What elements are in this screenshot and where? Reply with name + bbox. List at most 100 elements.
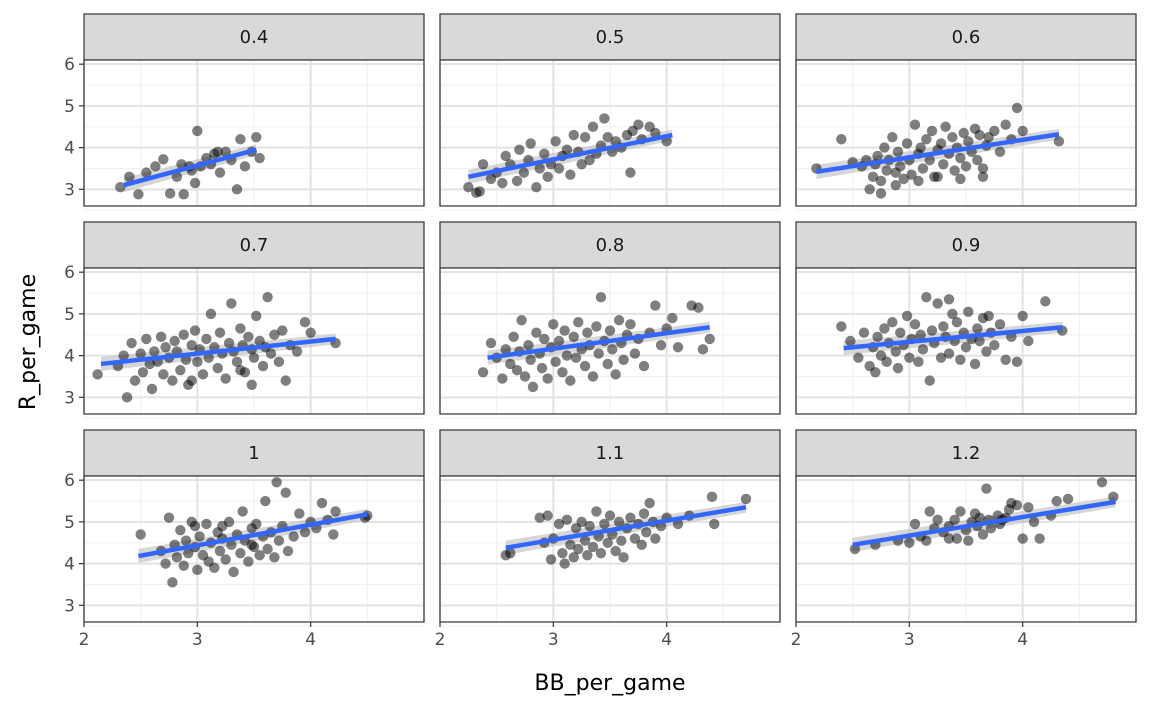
data-point [989,125,1000,137]
data-point [836,321,847,332]
data-point [167,375,178,386]
data-point [269,329,280,340]
data-point [158,369,169,380]
data-point [158,154,169,165]
x-tick-label: 2 [435,630,446,650]
data-point [212,146,223,157]
data-point [879,142,890,153]
data-point [500,150,511,162]
data-point [246,379,257,390]
panel-border [439,59,781,207]
data-point [872,331,883,343]
data-point [607,344,618,355]
facet-panel: 0.7 [83,221,425,419]
data-point [602,537,613,548]
data-point [625,319,636,330]
data-point [226,298,237,309]
data-point [178,560,189,571]
data-point [1000,354,1011,365]
data-point [625,512,636,523]
data-point [277,325,288,336]
data-point [557,547,568,559]
data-point [604,325,616,336]
data-point [141,333,152,345]
data-point [960,342,972,353]
data-point [924,375,935,386]
data-point [947,308,958,320]
data-point [235,134,246,145]
data-point [983,310,994,322]
facet-strip [83,221,425,269]
data-point [220,554,231,565]
data-point [497,177,508,189]
data-point [994,146,1006,157]
data-point [269,552,280,563]
data-point [1023,335,1034,347]
data-point [972,154,983,166]
data-point [955,152,966,164]
data-point [892,362,904,374]
data-point [587,121,599,132]
data-point [704,333,715,345]
data-point [171,171,183,182]
data-point [243,556,254,567]
data-point [913,175,924,187]
data-point [183,547,194,559]
facet-strip [439,429,781,477]
data-point [186,339,197,351]
x-tick-label: 3 [548,630,559,650]
data-point [610,545,621,557]
data-point [254,152,265,164]
data-point [557,367,568,378]
data-point [943,348,955,359]
data-point [898,173,909,185]
data-point [175,525,186,536]
y-tick-label: 3 [64,180,75,200]
data-point [921,535,932,546]
data-point [595,292,607,303]
data-point [553,518,565,530]
facet-panel: 1 [83,429,425,627]
data-point [845,335,856,347]
data-point [294,508,305,519]
regression-line [505,505,747,550]
data-point [938,321,949,332]
data-point [271,477,282,488]
data-point [561,350,573,361]
data-point [613,314,625,326]
data-point [531,182,542,193]
data-point [251,518,262,530]
data-point [163,512,175,523]
data-point [618,552,629,563]
data-point [316,497,328,509]
facet-strip [83,429,425,477]
x-tick-label: 4 [305,630,316,650]
data-point [257,360,269,372]
data-point [561,514,573,525]
regression-line [123,147,257,188]
facet-strip [439,13,781,61]
facet-strip-label: 1.1 [596,443,625,464]
y-tick-label: 6 [64,55,75,75]
data-point [892,146,904,157]
facet-panel: 0.4 [83,13,425,211]
data-point [591,506,602,517]
facet-strip-label: 0.9 [952,235,981,256]
data-point [947,131,958,143]
data-point [205,308,217,320]
data-point [625,167,636,178]
data-point [485,337,497,349]
data-point [584,520,595,532]
data-point [280,487,291,498]
data-point [667,312,678,324]
data-point [531,327,542,338]
data-point [235,365,246,376]
facet-strip-label: 0.7 [240,235,269,256]
data-point [260,495,271,507]
data-point [924,154,935,166]
data-point [989,339,1000,351]
x-tick-label: 2 [79,630,90,650]
data-point [638,508,650,519]
data-point [926,125,938,137]
data-point [568,552,579,563]
